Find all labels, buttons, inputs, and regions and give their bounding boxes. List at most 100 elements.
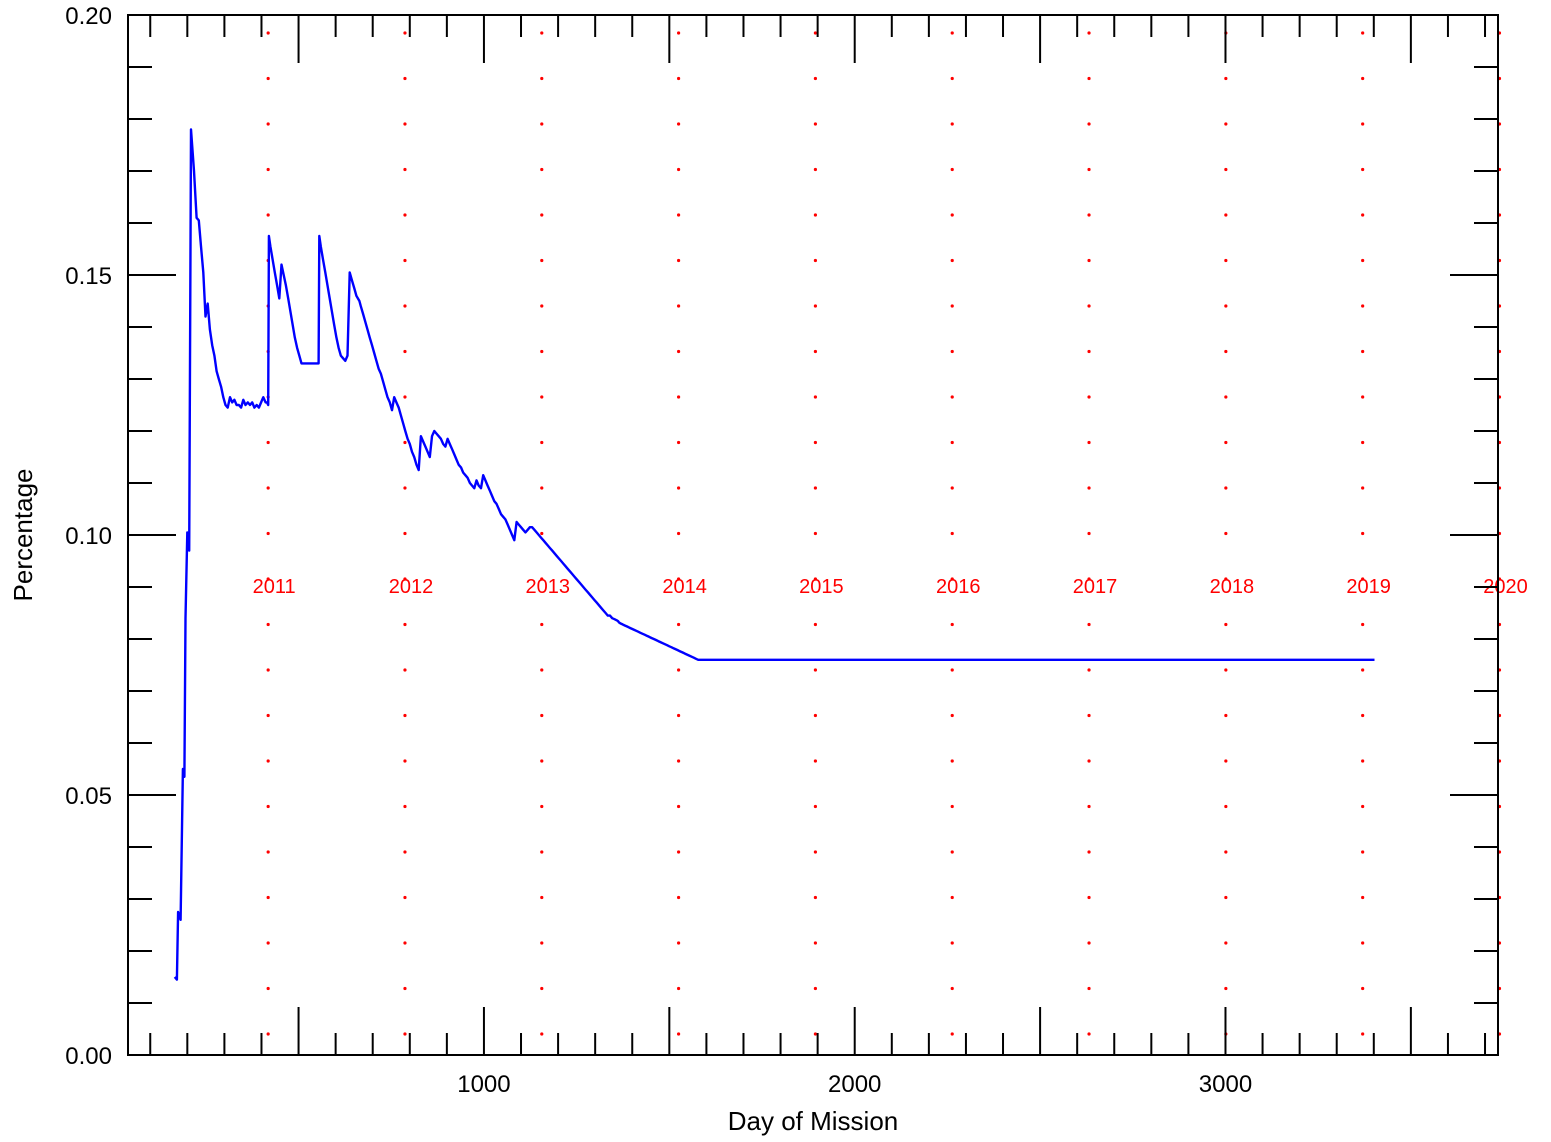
- year-marker-dot: [813, 122, 818, 126]
- year-marker-dot: [950, 440, 954, 445]
- year-marker-dot: [813, 395, 818, 399]
- year-marker-dot: [1224, 440, 1228, 445]
- year-marker-dot: [403, 759, 407, 763]
- year-marker-dot: [813, 31, 818, 35]
- year-marker-dot: [1087, 622, 1091, 627]
- year-marker-dot: [1087, 440, 1091, 445]
- year-marker-dot: [950, 349, 954, 354]
- year-label: 2018: [1210, 576, 1255, 598]
- year-marker-dot: [403, 395, 407, 399]
- year-marker-dot: [813, 713, 818, 718]
- year-marker-dot: [676, 986, 681, 991]
- year-marker-dot: [1361, 668, 1365, 672]
- year-marker-dot: [676, 167, 681, 172]
- year-marker-dot: [1087, 941, 1091, 945]
- year-marker-dot: [1087, 1032, 1091, 1036]
- year-marker-dot: [1087, 122, 1091, 126]
- year-marker-dot: [1361, 895, 1365, 900]
- year-marker-dot: [676, 213, 681, 217]
- year-marker-dot: [676, 304, 681, 308]
- year-marker-dot: [813, 668, 818, 672]
- year-marker-dot: [1087, 395, 1091, 399]
- year-marker-dot: [1361, 304, 1365, 308]
- year-marker-dot: [1087, 804, 1091, 809]
- year-marker-dot: [403, 986, 407, 991]
- year-marker-dot: [1224, 941, 1228, 945]
- year-marker-dot: [950, 577, 954, 581]
- year-marker-dot: [1087, 76, 1091, 81]
- year-label: 2020: [1483, 576, 1528, 598]
- year-marker-dot: [676, 76, 681, 81]
- year-marker-dot: [540, 395, 544, 399]
- year-label: 2016: [936, 576, 981, 598]
- year-marker-dot: [266, 577, 270, 581]
- year-marker-dot: [1361, 349, 1365, 354]
- year-marker-dot: [1087, 531, 1091, 536]
- year-marker-dot: [950, 395, 954, 399]
- year-marker-dot: [676, 804, 681, 809]
- year-marker-dot: [540, 1032, 544, 1036]
- year-marker-dot: [1087, 304, 1091, 308]
- year-marker-dot: [950, 31, 954, 35]
- y-tick-label: 0.00: [65, 1043, 112, 1070]
- year-marker-dot: [1224, 395, 1228, 399]
- year-marker-dot: [540, 440, 544, 445]
- y-axis-title: Percentage: [8, 469, 38, 602]
- year-marker-dot: [1361, 759, 1365, 763]
- year-marker-dot: [540, 349, 544, 354]
- year-marker-dot: [813, 531, 818, 536]
- year-marker-dot: [1361, 122, 1365, 126]
- y-tick-label: 0.10: [65, 523, 112, 550]
- year-label: 2013: [526, 576, 571, 598]
- year-marker-dot: [813, 622, 818, 627]
- year-marker-dot: [540, 577, 544, 581]
- year-marker-dot: [1224, 349, 1228, 354]
- year-marker-dot: [950, 76, 954, 81]
- year-marker-dot: [813, 304, 818, 308]
- year-marker-dot: [540, 895, 544, 900]
- year-marker-dot: [950, 486, 954, 490]
- year-marker-dot: [1361, 804, 1365, 809]
- year-marker-dot: [403, 213, 407, 217]
- year-marker-dot: [1361, 850, 1365, 854]
- year-marker-dot: [403, 577, 407, 581]
- year-marker-dot: [266, 668, 270, 672]
- year-label: 2012: [389, 576, 434, 598]
- year-marker-dot: [540, 31, 544, 35]
- year-marker-dot: [1224, 213, 1228, 217]
- year-marker-dot: [1361, 941, 1365, 945]
- year-marker-dot: [950, 622, 954, 627]
- year-marker-dot: [403, 941, 407, 945]
- year-marker-dot: [266, 622, 270, 627]
- year-marker-dot: [266, 941, 270, 945]
- year-marker-dot: [403, 122, 407, 126]
- year-marker-dot: [1361, 713, 1365, 718]
- year-marker-dot: [266, 167, 270, 172]
- y-tick-label: 0.05: [65, 783, 112, 810]
- year-marker-dot: [1361, 440, 1365, 445]
- year-marker-dot: [540, 986, 544, 991]
- x-tick-label: 3000: [1199, 1071, 1252, 1098]
- year-marker-dot: [540, 213, 544, 217]
- year-marker-dot: [676, 622, 681, 627]
- year-marker-dot: [266, 850, 270, 854]
- year-marker-dot: [540, 304, 544, 308]
- year-marker-dot: [1087, 577, 1091, 581]
- year-marker-dot: [1224, 531, 1228, 536]
- year-marker-dot: [1224, 622, 1228, 627]
- year-marker-dot: [1361, 167, 1365, 172]
- year-marker-dot: [950, 1032, 954, 1036]
- year-marker-dot: [1087, 167, 1091, 172]
- year-marker-dot: [266, 531, 270, 536]
- year-marker-dot: [676, 258, 681, 263]
- year-marker-dot: [266, 895, 270, 900]
- year-marker-dot: [950, 304, 954, 308]
- year-marker-dot: [813, 895, 818, 900]
- year-marker-dot: [950, 713, 954, 718]
- year-marker-dot: [540, 759, 544, 763]
- year-marker-dot: [1087, 895, 1091, 900]
- year-marker-dot: [266, 1032, 270, 1036]
- year-marker-dot: [813, 850, 818, 854]
- x-tick-label: 2000: [828, 1071, 881, 1098]
